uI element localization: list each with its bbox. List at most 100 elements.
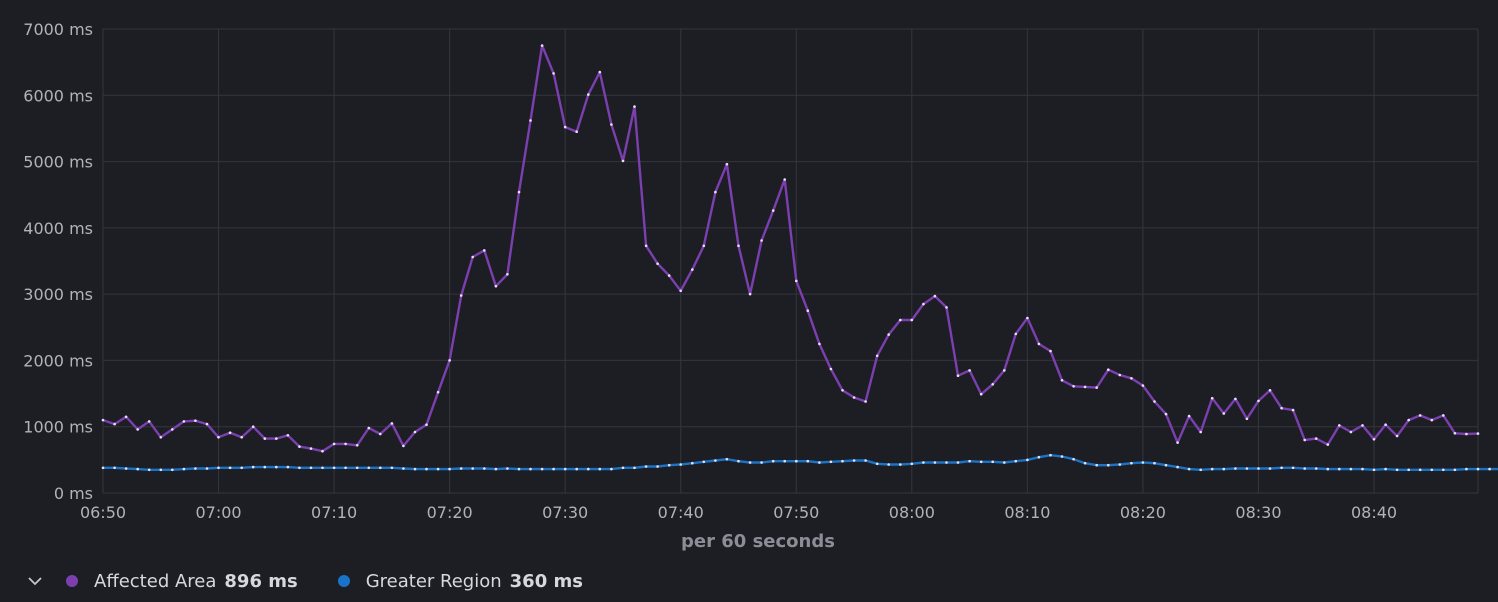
- x-tick-label: 08:40: [1351, 503, 1397, 522]
- data-point-affected-area: [1407, 418, 1410, 422]
- legend-item-greater-region[interactable]: Greater Region 360 ms: [337, 570, 583, 592]
- data-point-greater-region: [979, 460, 983, 464]
- data-point-greater-region: [841, 459, 844, 463]
- legend-collapse-toggle[interactable]: [22, 575, 48, 587]
- data-point-affected-area: [182, 420, 186, 423]
- data-point-greater-region: [390, 466, 394, 470]
- data-point-affected-area: [1280, 406, 1283, 410]
- series-greater-region: [101, 453, 1498, 472]
- data-point-affected-area: [875, 354, 879, 358]
- data-point-affected-area: [656, 262, 659, 266]
- data-point-greater-region: [748, 461, 752, 464]
- legend-label-greater-region: Greater Region: [365, 570, 502, 592]
- x-tick-label: 07:30: [542, 503, 588, 522]
- data-point-affected-area: [841, 389, 844, 392]
- data-point-greater-region: [1268, 467, 1272, 470]
- data-point-greater-region: [251, 465, 255, 469]
- data-point-greater-region: [344, 466, 347, 470]
- data-point-affected-area: [1338, 424, 1341, 427]
- data-point-affected-area: [1210, 396, 1214, 400]
- data-point-greater-region: [760, 461, 763, 464]
- legend-swatch-affected-area: [66, 575, 78, 587]
- data-point-affected-area: [575, 130, 578, 133]
- data-point-affected-area: [1245, 417, 1249, 421]
- data-point-affected-area: [1476, 432, 1480, 435]
- data-point-greater-region: [298, 466, 301, 470]
- data-point-affected-area: [1349, 430, 1353, 434]
- data-point-affected-area: [1222, 412, 1226, 415]
- data-point-affected-area: [945, 306, 948, 309]
- legend-item-affected-area[interactable]: Affected Area 896 ms: [66, 571, 298, 592]
- data-point-greater-region: [402, 467, 405, 470]
- data-point-affected-area: [483, 249, 486, 252]
- data-point-affected-area: [610, 123, 613, 126]
- y-grid: [103, 28, 1478, 494]
- data-point-affected-area: [159, 436, 163, 439]
- data-point-affected-area: [1257, 399, 1260, 403]
- data-point-affected-area: [1072, 385, 1075, 388]
- data-point-affected-area: [922, 302, 925, 306]
- data-point-affected-area: [956, 374, 960, 378]
- x-tick-label: 07:50: [773, 503, 819, 522]
- legend-value-affected-area: 896 ms: [224, 570, 298, 592]
- data-point-affected-area: [933, 294, 937, 298]
- data-point-greater-region: [413, 467, 417, 471]
- y-tick-label: 5000 ms: [23, 153, 93, 172]
- data-point-affected-area: [1418, 414, 1422, 417]
- data-point-greater-region: [529, 467, 532, 471]
- data-point-greater-region: [1384, 467, 1387, 471]
- data-point-greater-region: [587, 467, 590, 471]
- data-point-affected-area: [979, 392, 983, 396]
- data-point-greater-region: [332, 466, 336, 470]
- data-point-greater-region: [483, 467, 486, 470]
- data-point-greater-region: [182, 467, 186, 471]
- data-point-greater-region: [286, 465, 290, 469]
- data-point-greater-region: [1303, 467, 1306, 470]
- data-point-greater-region: [471, 467, 475, 470]
- data-point-greater-region: [610, 467, 613, 471]
- data-point-greater-region: [1049, 453, 1052, 457]
- data-point-greater-region: [1014, 459, 1018, 463]
- data-point-greater-region: [644, 465, 648, 468]
- data-point-affected-area: [1014, 332, 1018, 336]
- y-tick-label: 3000 ms: [23, 285, 93, 304]
- data-point-affected-area: [1291, 408, 1295, 412]
- data-point-affected-area: [379, 432, 382, 436]
- data-point-greater-region: [852, 459, 856, 462]
- data-point-affected-area: [355, 444, 359, 447]
- data-point-affected-area: [795, 279, 798, 283]
- data-point-affected-area: [1049, 349, 1052, 353]
- data-point-greater-region: [263, 465, 267, 469]
- data-point-greater-region: [517, 467, 521, 471]
- data-point-affected-area: [552, 72, 555, 75]
- data-point-affected-area: [425, 423, 428, 427]
- data-point-affected-area: [309, 447, 313, 450]
- data-point-greater-region: [367, 466, 371, 470]
- data-point-greater-region: [875, 462, 879, 466]
- data-point-greater-region: [1338, 467, 1341, 471]
- data-point-affected-area: [194, 419, 197, 423]
- data-point-greater-region: [956, 461, 960, 464]
- data-point-greater-region: [1187, 467, 1191, 471]
- data-point-greater-region: [771, 459, 775, 463]
- data-point-affected-area: [1187, 414, 1191, 418]
- data-point-affected-area: [806, 309, 810, 313]
- series-layer: [101, 44, 1498, 472]
- data-point-greater-region: [806, 459, 810, 463]
- data-point-affected-area: [1326, 443, 1330, 446]
- x-axis: 06:50 07:00 07:10 07:20 07:30 07:40 07:50 08:00…: [80, 503, 1397, 522]
- data-point-affected-area: [517, 190, 521, 194]
- data-point-greater-region: [1291, 466, 1295, 470]
- data-point-affected-area: [1060, 379, 1064, 382]
- data-point-affected-area: [136, 428, 139, 431]
- data-point-greater-region: [783, 459, 786, 463]
- data-point-affected-area: [829, 367, 833, 371]
- data-point-affected-area: [714, 190, 717, 194]
- data-point-greater-region: [1326, 467, 1330, 471]
- data-point-affected-area: [1199, 430, 1202, 434]
- data-point-affected-area: [748, 292, 752, 296]
- data-point-affected-area: [737, 244, 740, 248]
- data-point-greater-region: [563, 467, 567, 471]
- data-point-affected-area: [1118, 373, 1122, 377]
- data-point-greater-region: [1141, 461, 1145, 464]
